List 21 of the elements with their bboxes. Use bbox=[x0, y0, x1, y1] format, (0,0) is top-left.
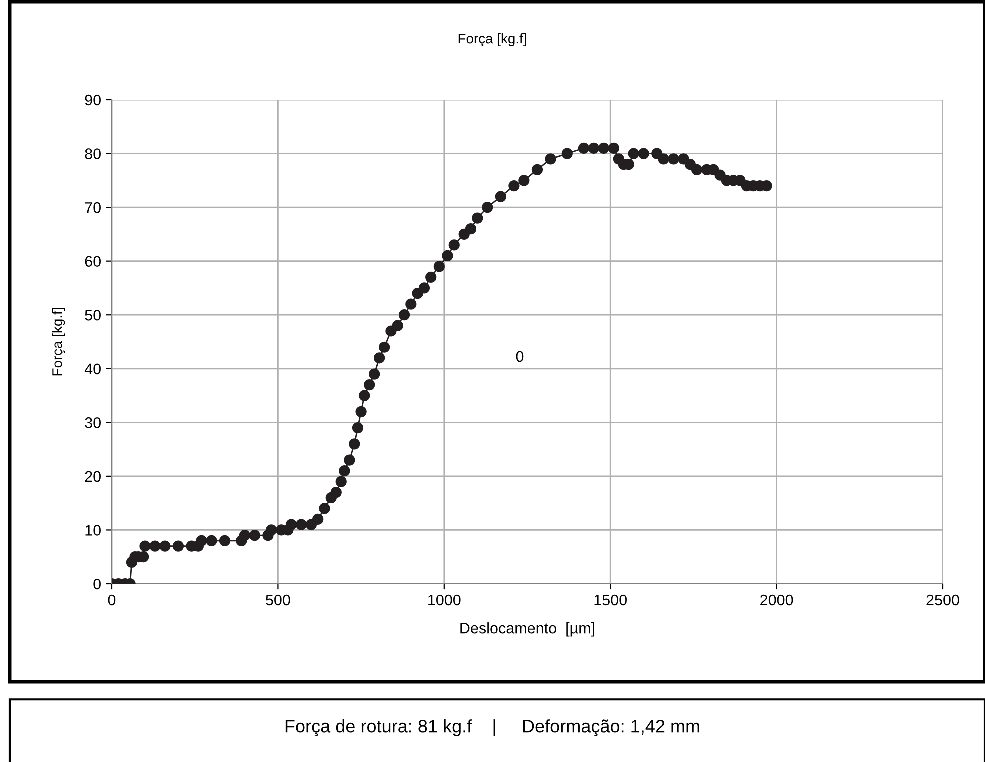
y-tick-label: 30 bbox=[85, 418, 101, 428]
y-tick-label: 80 bbox=[85, 148, 101, 160]
text: Força de rotura: 81 kg.f | Deformação: 1,42 mm bbox=[286, 720, 700, 736]
x-axis-title: Deslocamento [µm] bbox=[460, 622, 594, 637]
y-tick-label: 40 bbox=[84, 364, 101, 375]
x-tick-label: 2000 bbox=[760, 594, 794, 606]
x-tick-label: 1500 bbox=[594, 594, 627, 606]
y-tick-label: 90 bbox=[85, 94, 101, 106]
y-tick-label: 50 bbox=[85, 310, 101, 321]
y-tick-label: 0 bbox=[94, 578, 101, 590]
y-tick-label: 20 bbox=[85, 471, 101, 482]
x-tick-label: 0 bbox=[108, 594, 116, 606]
x-tick-label: 2500 bbox=[926, 594, 960, 606]
x-tick-label: 500 bbox=[266, 594, 290, 606]
y-tick-label: 10 bbox=[86, 525, 101, 536]
y-axis-title: Força [kg.f] bbox=[52, 308, 66, 376]
annotation: 0 bbox=[516, 351, 524, 362]
y-tick-label: 70 bbox=[85, 202, 101, 214]
y-tick-label: 60 bbox=[85, 256, 101, 268]
chart-title: Força [kg.f] bbox=[458, 33, 526, 47]
x-tick-label: 1000 bbox=[428, 594, 461, 606]
